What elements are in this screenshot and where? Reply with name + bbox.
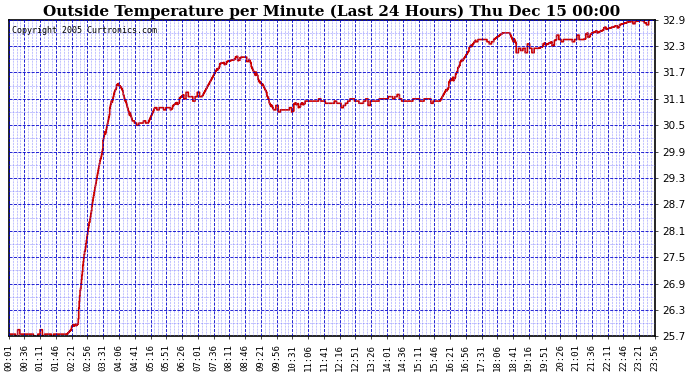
Title: Outside Temperature per Minute (Last 24 Hours) Thu Dec 15 00:00: Outside Temperature per Minute (Last 24 … — [43, 4, 620, 18]
Text: Copyright 2005 Curtronics.com: Copyright 2005 Curtronics.com — [12, 26, 157, 35]
